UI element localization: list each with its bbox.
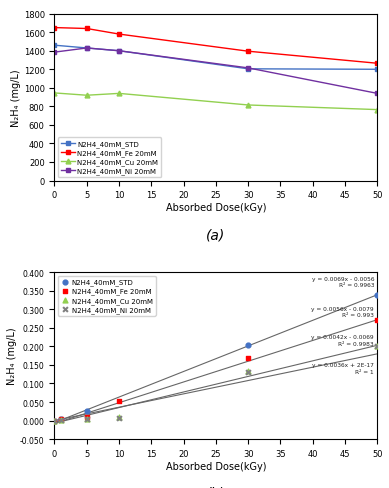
N2H4_40mM_Fe 20mM — [84, 26, 89, 32]
N2H4_40mM_STD — [245, 341, 251, 349]
N2H4_40mM_STD — [51, 417, 58, 425]
Text: y = 0.0069x - 0.0056
R² = 0.9963: y = 0.0069x - 0.0056 R² = 0.9963 — [312, 276, 374, 287]
N2H4_40mM_Cu 20mM — [374, 343, 380, 350]
Y-axis label: N₂H₄ (mg/L): N₂H₄ (mg/L) — [7, 327, 18, 385]
Text: (a): (a) — [206, 228, 226, 242]
N2H4_40mM_Ni 20mM — [245, 369, 251, 377]
Text: (b): (b) — [206, 486, 226, 488]
N2H4_40mM_Fe 20mM — [374, 316, 380, 324]
N2H4_40mM_Fe 20mM — [117, 32, 121, 38]
N2H4_40mM_Cu 20mM — [51, 417, 58, 425]
X-axis label: Absorbed Dose(kGy): Absorbed Dose(kGy) — [166, 203, 266, 213]
N2H4_40mM_Ni 20mM — [84, 416, 90, 424]
Y-axis label: N₂H₄ (mg/L): N₂H₄ (mg/L) — [11, 69, 21, 127]
N2H4_40mM_Cu 20mM — [116, 413, 122, 421]
N2H4_40mM_Cu 20mM — [52, 91, 57, 97]
N2H4_40mM_STD — [58, 415, 64, 423]
Line: N2H4_40mM_Cu 20mM: N2H4_40mM_Cu 20mM — [52, 91, 380, 113]
N2H4_40mM_Fe 20mM — [375, 61, 380, 67]
N2H4_40mM_Ni 20mM — [58, 416, 64, 424]
N2H4_40mM_STD — [246, 67, 251, 73]
N2H4_40mM_STD — [84, 407, 90, 415]
N2H4_40mM_Fe 20mM — [58, 416, 64, 424]
Line: N2H4_40mM_Ni 20mM: N2H4_40mM_Ni 20mM — [52, 46, 380, 97]
N2H4_40mM_Cu 20mM — [84, 415, 90, 423]
X-axis label: Absorbed Dose(kGy): Absorbed Dose(kGy) — [166, 461, 266, 470]
N2H4_40mM_Fe 20mM — [51, 417, 58, 425]
N2H4_40mM_Fe 20mM — [245, 354, 251, 362]
Text: y = 0.0042x - 0.0069
R² = 0.9983: y = 0.0042x - 0.0069 R² = 0.9983 — [312, 334, 374, 346]
N2H4_40mM_Cu 20mM — [84, 93, 89, 99]
N2H4_40mM_STD — [374, 291, 380, 299]
N2H4_40mM_Ni 20mM — [374, 343, 380, 350]
Text: y = 0.0036x + 2E-17
R² = 1: y = 0.0036x + 2E-17 R² = 1 — [312, 363, 374, 374]
N2H4_40mM_Ni 20mM — [116, 414, 122, 422]
N2H4_40mM_STD — [84, 46, 89, 52]
N2H4_40mM_Cu 20mM — [117, 91, 121, 97]
N2H4_40mM_Cu 20mM — [245, 367, 251, 375]
Line: N2H4_40mM_STD: N2H4_40mM_STD — [52, 43, 380, 73]
N2H4_40mM_Ni 20mM — [51, 417, 58, 425]
N2H4_40mM_Fe 20mM — [84, 413, 90, 421]
N2H4_40mM_Cu 20mM — [375, 107, 380, 113]
Legend: N2H4_40mM_STD, N2H4_40mM_Fe 20mM, N2H4_40mM_Cu 20mM, N2H4_40mM_Ni 20mM: N2H4_40mM_STD, N2H4_40mM_Fe 20mM, N2H4_4… — [58, 138, 161, 178]
N2H4_40mM_STD — [375, 67, 380, 73]
N2H4_40mM_Ni 20mM — [375, 91, 380, 97]
N2H4_40mM_Fe 20mM — [52, 25, 57, 31]
N2H4_40mM_Fe 20mM — [116, 397, 122, 405]
N2H4_40mM_Cu 20mM — [246, 103, 251, 109]
N2H4_40mM_Ni 20mM — [52, 50, 57, 56]
Line: N2H4_40mM_Fe 20mM: N2H4_40mM_Fe 20mM — [52, 26, 380, 66]
Text: y = 0.0056x - 0.0079
R² = 0.993: y = 0.0056x - 0.0079 R² = 0.993 — [312, 306, 374, 318]
N2H4_40mM_STD — [117, 49, 121, 55]
N2H4_40mM_Ni 20mM — [84, 46, 89, 52]
N2H4_40mM_Ni 20mM — [117, 49, 121, 55]
N2H4_40mM_Fe 20mM — [246, 49, 251, 55]
N2H4_40mM_STD — [52, 43, 57, 49]
Legend: N2H4_40mM_STD, N2H4_40mM_Fe 20mM, N2H4_40mM_Cu 20mM, N2H4_40mM_Ni 20mM: N2H4_40mM_STD, N2H4_40mM_Fe 20mM, N2H4_4… — [58, 276, 156, 316]
N2H4_40mM_Ni 20mM — [246, 66, 251, 72]
N2H4_40mM_Cu 20mM — [58, 416, 64, 424]
